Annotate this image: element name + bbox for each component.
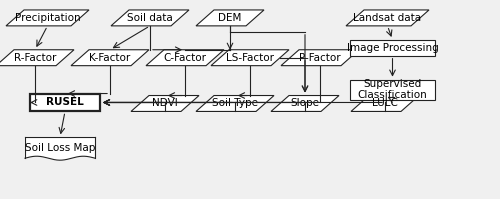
Text: R-Factor: R-Factor <box>14 53 56 63</box>
Text: RUSEL: RUSEL <box>46 98 84 107</box>
Polygon shape <box>111 10 189 26</box>
Bar <box>350 80 435 100</box>
Polygon shape <box>196 96 274 111</box>
Text: Precipitation: Precipitation <box>14 13 80 23</box>
Polygon shape <box>146 50 224 66</box>
Text: NDVI: NDVI <box>152 99 178 108</box>
Polygon shape <box>196 10 264 26</box>
Text: Image Processing: Image Processing <box>346 43 438 53</box>
Polygon shape <box>25 137 95 160</box>
Polygon shape <box>131 96 199 111</box>
Text: Slope: Slope <box>290 99 320 108</box>
Bar <box>30 94 100 111</box>
Text: K-Factor: K-Factor <box>90 53 130 63</box>
Text: Soil Loss Map: Soil Loss Map <box>25 143 95 153</box>
Text: DEM: DEM <box>218 13 242 23</box>
Polygon shape <box>271 96 339 111</box>
Text: Supervised
Classification: Supervised Classification <box>358 79 428 100</box>
Polygon shape <box>211 50 289 66</box>
Polygon shape <box>281 50 359 66</box>
Polygon shape <box>6 10 89 26</box>
Text: LS-Factor: LS-Factor <box>226 53 274 63</box>
Text: Landsat data: Landsat data <box>354 13 422 23</box>
Polygon shape <box>0 50 74 66</box>
Bar <box>350 40 435 56</box>
Text: Soil Type: Soil Type <box>212 99 258 108</box>
Polygon shape <box>71 50 149 66</box>
Polygon shape <box>351 96 419 111</box>
Polygon shape <box>346 10 429 26</box>
Text: P-Factor: P-Factor <box>299 53 341 63</box>
Text: LULC: LULC <box>372 99 398 108</box>
Text: C-Factor: C-Factor <box>164 53 206 63</box>
Text: Soil data: Soil data <box>127 13 173 23</box>
